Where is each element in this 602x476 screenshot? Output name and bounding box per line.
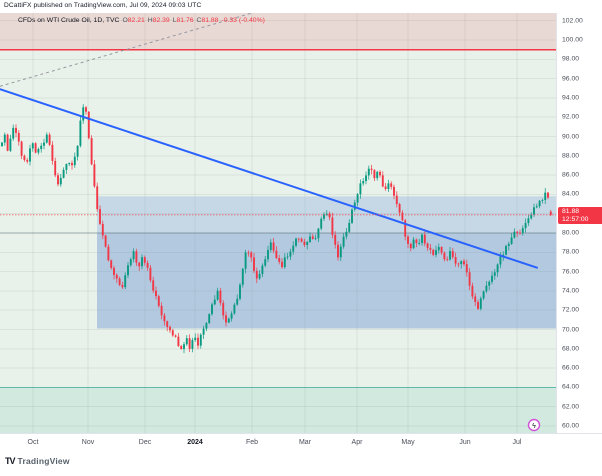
price-tick-label: 96.00 (562, 75, 580, 83)
candlestick-chart[interactable]: ϟ (0, 13, 556, 433)
price-tick-label: 98.00 (562, 55, 580, 63)
legend-change: -0.33 (-0.40%) (221, 17, 265, 24)
demand-zone-blue[interactable] (97, 233, 556, 329)
price-tick-label: 90.00 (562, 133, 580, 140)
ascending-dashed-trendline[interactable] (0, 13, 253, 87)
symbol-legend[interactable]: CFDs on WTI Crude Oil, 1D, TVC O82.21 H82.… (18, 17, 265, 24)
ohlc-value: 82.21 (127, 17, 145, 24)
month-label: May (401, 439, 415, 446)
bar-countdown: 12:57:00 (562, 215, 589, 223)
price-tick-label: 102.00 (562, 17, 583, 25)
price-tick-label: 68.00 (562, 345, 580, 353)
month-label: Jul (512, 439, 522, 446)
ohlc-value: 82.39 (152, 17, 170, 24)
lower-support-zone-teal[interactable] (0, 387, 556, 433)
price-tick-label: 72.00 (562, 306, 580, 314)
year-label: 2024 (187, 439, 203, 446)
price-tick-label: 80.00 (562, 229, 580, 237)
ohlc-value: 81.88 (201, 17, 219, 24)
time-axis[interactable]: Oct Nov Dec 2024 Feb Mar Apr May Jun Jul (0, 433, 602, 454)
tradingview-branding[interactable]: TV TradingView (5, 456, 70, 466)
supply-zone-red[interactable] (0, 13, 556, 50)
month-label: Mar (298, 439, 312, 446)
price-tick-label: 74.00 (562, 287, 580, 295)
price-tick-label: 76.00 (562, 268, 580, 276)
tradingview-logo-text: TradingView (17, 456, 70, 466)
chart-canvas[interactable]: ϟ (0, 13, 556, 433)
last-price-value: 81.88 (562, 208, 580, 215)
price-tick-label: 92.00 (562, 113, 580, 121)
chart-background (0, 13, 556, 433)
tradingview-logo-icon: TV (5, 456, 15, 466)
price-tick-label: 62.00 (562, 403, 580, 411)
price-tick-label: 84.00 (562, 190, 580, 198)
price-tick-label: 94.00 (562, 94, 580, 102)
ohlc-letter: H (147, 17, 153, 24)
ohlc-letter: C (196, 17, 202, 24)
month-label: Nov (81, 439, 95, 446)
price-axis[interactable]: 102.00 100.00 98.00 96.00 94.00 92.00 90.00 88.… (556, 13, 602, 433)
month-label: Dec (138, 439, 152, 446)
price-tick-label: 78.00 (562, 248, 580, 256)
legend-symbol-title: CFDs on WTI Crude Oil, 1D, TVC (18, 17, 120, 24)
price-tick-label: 86.00 (562, 171, 580, 179)
ohlc-value: 81.76 (176, 17, 194, 24)
legend-ohlc-values: O82.21 H82.39 L81.76 C81.88 (119, 17, 218, 24)
candlestick-series (1, 104, 552, 354)
ohlc-letter: L (172, 17, 177, 24)
svg-text:ϟ: ϟ (532, 423, 536, 430)
attribution-text: DCattiFX published on TradingView.com, J… (4, 2, 202, 9)
event-marker-icon[interactable]: ϟ (527, 418, 541, 432)
month-label: Feb (245, 439, 259, 446)
price-tick-label: 64.00 (562, 383, 580, 391)
descending-trendline[interactable] (0, 88, 538, 269)
price-tick-label: 70.00 (562, 326, 580, 333)
price-tick-label: 66.00 (562, 364, 580, 372)
month-label: Oct (27, 439, 39, 446)
month-label: Jun (459, 439, 471, 446)
ohlc-letter: O (122, 17, 128, 24)
month-label: Apr (351, 439, 363, 446)
price-tick-label: 60.00 (562, 422, 580, 430)
last-price-label: 81.88 12:57:00 (558, 207, 602, 225)
price-tick-label: 88.00 (562, 152, 580, 160)
price-tick-label: 100.00 (562, 36, 583, 44)
